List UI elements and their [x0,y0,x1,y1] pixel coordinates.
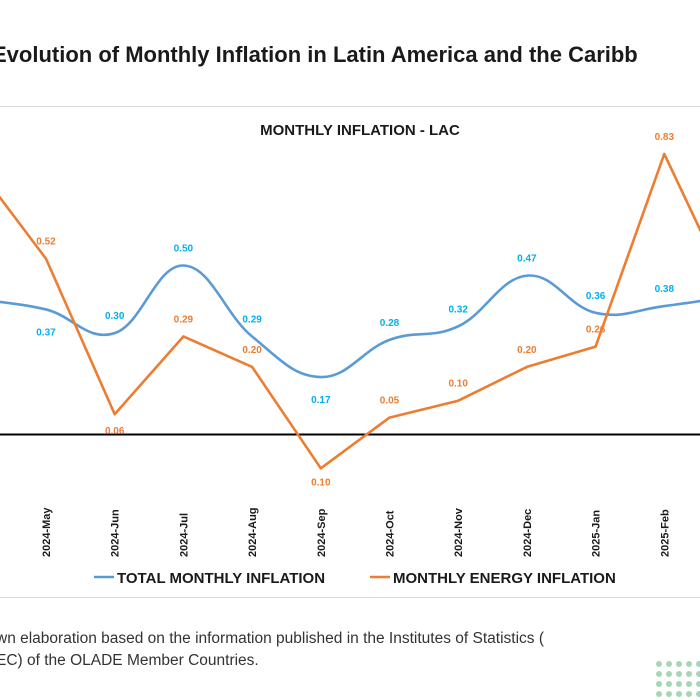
decorative-dot [666,661,672,667]
data-label-total-2024-Aug: 0.29 [242,314,262,325]
data-label-energy-2024-May: 0.52 [36,237,56,248]
decorative-dot [676,691,682,697]
decorative-dot [656,681,662,687]
x-tick-label-2024-Jun: 2024-Jun [110,509,122,557]
data-label-total-2024-Jun: 0.30 [105,311,125,322]
x-tick-label-2024-Nov: 2024-Nov [453,507,465,557]
legend-item-total: TOTAL MONTHLY INFLATION [94,570,325,587]
decorative-dot [686,661,692,667]
data-label-total-2024-May: 0.37 [36,327,56,338]
x-tick-label-2024-May: 2024-May [41,507,53,557]
data-labels: 0.37 0.30 0.50 0.29 0.17 0.28 0.32 0.47 0.36 0.38… [36,132,674,488]
data-label-total-2025-Feb: 0.38 [655,284,675,295]
legend: TOTAL MONTHLY INFLATION MONTHLY ENERGY IN… [94,570,616,587]
legend-label: TOTAL MONTHLY INFLATION [117,570,325,587]
decorative-dot [656,671,662,677]
data-label-total-2024-Sep: 0.17 [311,395,331,406]
decorative-dot [696,691,700,697]
decorative-dot [656,661,662,667]
x-tick-label-2024-Oct: 2024-Oct [385,510,397,557]
source-note-line-2: EC) of the OLADE Member Countries. [0,652,259,669]
x-tick-label-2024-Jul: 2024-Jul [178,513,190,557]
line-chart: MONTHLY INFLATION - LAC 0.37 0.30 0.50 0.29… [0,122,700,587]
decorative-dot [666,671,672,677]
data-label-energy-2024-Sep: 0.10 [311,477,331,488]
series-line-total-monthly-inflation [0,264,700,379]
legend-item-energy: MONTHLY ENERGY INFLATION [370,570,616,587]
decorative-dot [676,661,682,667]
decorative-dot-grid [656,661,700,697]
x-tick-label-2024-Aug: 2024-Aug [247,507,259,557]
legend-label: MONTHLY ENERGY INFLATION [393,570,616,587]
decorative-dot [666,691,672,697]
page-title: Evolution of Monthly Inflation in Latin … [0,42,638,67]
chart-frame: MONTHLY INFLATION - LAC 0.37 0.30 0.50 0.29… [0,106,700,598]
decorative-dot [666,681,672,687]
decorative-dot [686,671,692,677]
data-label-total-2024-Nov: 0.32 [448,304,468,315]
data-label-total-2024-Jul: 0.50 [174,244,194,255]
x-axis-tick-labels: 2024-May 2024-Jun 2024-Jul 2024-Aug 2024-Sep… [41,507,671,557]
data-label-energy-2024-Oct: 0.05 [380,396,400,407]
data-label-energy-2024-Nov: 0.10 [448,379,468,390]
decorative-dot [676,671,682,677]
data-label-total-2025-Jan: 0.36 [586,291,606,302]
decorative-dot [676,681,682,687]
decorative-dot [686,691,692,697]
series-line-monthly-energy-inflation [0,152,700,470]
chart-title: MONTHLY INFLATION - LAC [260,122,460,139]
data-label-energy-2024-Jul: 0.29 [174,314,194,325]
x-tick-label-2025-Feb: 2025-Feb [659,509,671,557]
data-label-energy-2024-Dec: 0.20 [517,345,537,356]
data-label-energy-2024-Jun: 0.06 [105,426,125,437]
data-label-energy-2024-Aug: 0.20 [242,345,262,356]
source-note: wn elaboration based on the information … [0,628,700,672]
data-label-energy-2025-Jan: 0.26 [586,325,606,336]
decorative-dot [696,661,700,667]
decorative-dot [696,671,700,677]
data-label-total-2024-Oct: 0.28 [380,318,400,329]
source-note-line-1: wn elaboration based on the information … [0,630,544,647]
decorative-dot [696,681,700,687]
decorative-dot [686,681,692,687]
data-label-energy-2025-Feb: 0.83 [655,132,675,143]
x-tick-label-2024-Dec: 2024-Dec [522,509,534,557]
series-lines [0,152,700,470]
data-label-total-2024-Dec: 0.47 [517,254,537,265]
x-tick-label-2024-Sep: 2024-Sep [316,508,328,557]
decorative-dot [656,691,662,697]
x-tick-label-2025-Jan: 2025-Jan [591,510,603,557]
